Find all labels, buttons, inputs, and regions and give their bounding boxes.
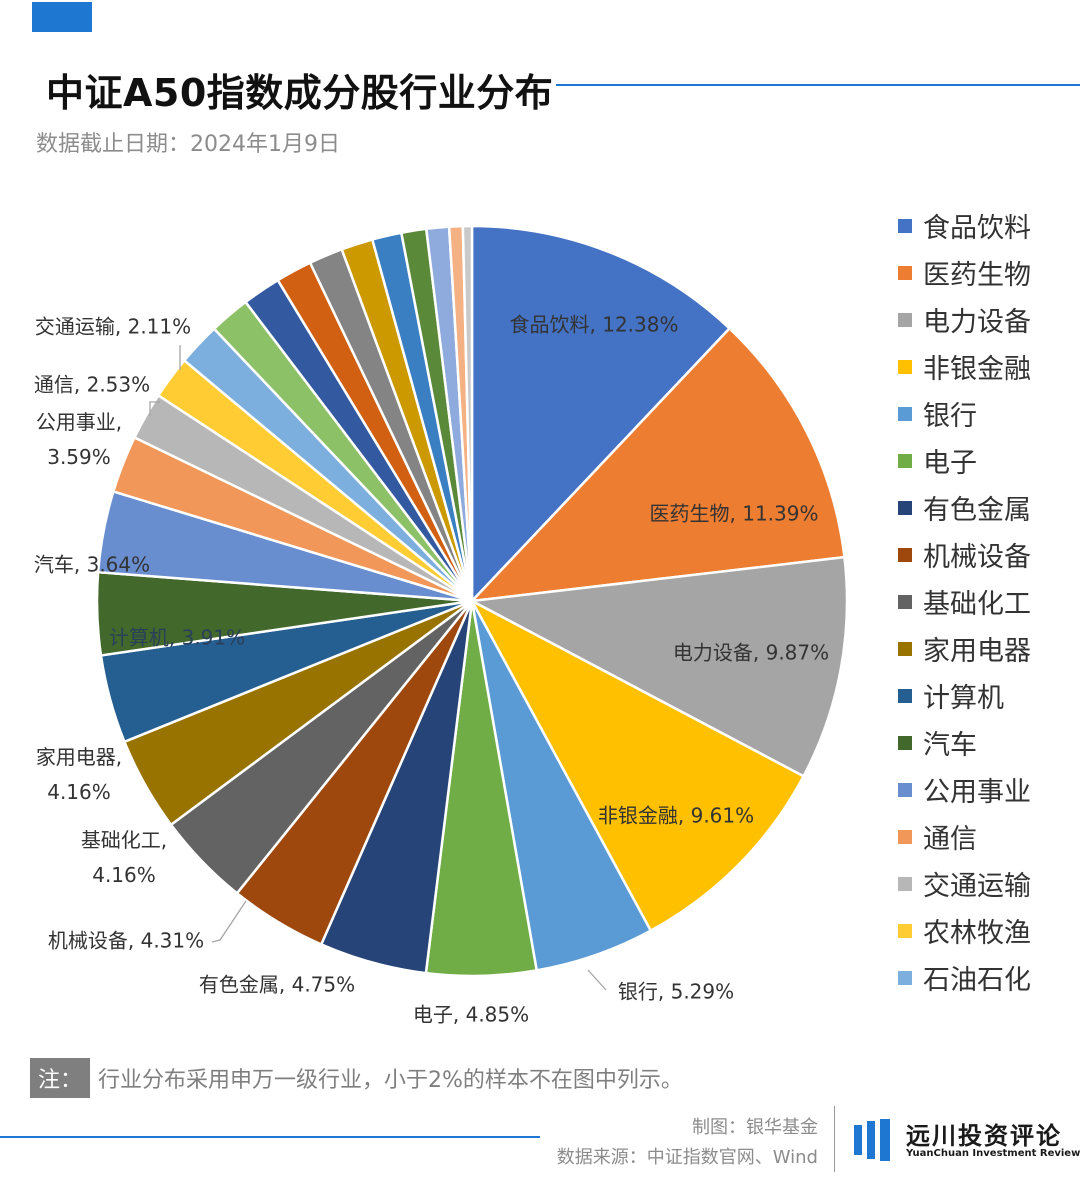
legend-label: 非银金融 bbox=[923, 354, 1031, 385]
footer-divider bbox=[834, 1106, 835, 1172]
legend-label: 汽车 bbox=[923, 730, 977, 761]
leader-line-4 bbox=[587, 969, 607, 991]
leader-line-14 bbox=[179, 345, 181, 370]
legend-item: 汽车 bbox=[898, 719, 1078, 766]
bottom-rule bbox=[0, 1136, 540, 1138]
legend-label: 计算机 bbox=[923, 683, 1004, 714]
legend-label: 医药生物 bbox=[923, 260, 1031, 291]
legend-item: 电力设备 bbox=[898, 296, 1078, 343]
legend-item: 有色金属 bbox=[898, 484, 1078, 531]
legend-swatch bbox=[898, 782, 912, 797]
legend-swatch bbox=[898, 359, 912, 374]
data-label-3: 非银金融, 9.61% bbox=[598, 804, 754, 828]
title-rule bbox=[556, 84, 1080, 86]
slice-1 bbox=[470, 327, 846, 603]
legend-item: 电子 bbox=[898, 437, 1078, 484]
legend-item: 非银金融 bbox=[898, 343, 1078, 390]
legend-label: 家用电器 bbox=[923, 636, 1031, 667]
legend-label: 有色金属 bbox=[923, 495, 1031, 526]
legend-swatch bbox=[898, 453, 912, 468]
legend-swatch bbox=[898, 218, 912, 233]
data-source: 数据来源：中证指数官网、Wind bbox=[556, 1147, 818, 1168]
legend-label: 电力设备 bbox=[923, 307, 1031, 338]
chart-credit: 制图：银华基金 bbox=[692, 1117, 818, 1138]
leader-line-7 bbox=[211, 900, 247, 943]
subtitle-date: 数据截止日期：2024年1月9日 bbox=[36, 132, 340, 157]
legend-label: 公用事业 bbox=[923, 777, 1031, 808]
leader-line-13 bbox=[149, 401, 160, 416]
data-label-0: 食品饮料, 12.38% bbox=[510, 313, 679, 337]
legend-swatch bbox=[898, 735, 912, 750]
legend-swatch bbox=[898, 406, 912, 421]
legend-swatch bbox=[898, 923, 912, 938]
data-label-4: 银行, 5.29% bbox=[618, 980, 734, 1004]
legend-swatch bbox=[898, 547, 912, 562]
footnote: 注： 行业分布采用申万一级行业，小于2%的样本不在图中列示。 bbox=[30, 1058, 683, 1098]
legend-item: 基础化工 bbox=[898, 578, 1078, 625]
data-label-8: 基础化工, 4.16% bbox=[81, 828, 167, 887]
slice-0 bbox=[470, 224, 731, 603]
brand-name-en: YuanChuan Investment Review bbox=[906, 1148, 1080, 1159]
legend-swatch bbox=[898, 265, 912, 280]
brand-logo: 远川投资评论 YuanChuan Investment Review bbox=[854, 1116, 1080, 1166]
legend-label: 机械设备 bbox=[923, 542, 1031, 573]
legend-item: 计算机 bbox=[898, 672, 1078, 719]
legend-label: 基础化工 bbox=[923, 589, 1031, 620]
data-label-14: 交通运输, 2.11% bbox=[35, 315, 191, 339]
legend-label: 交通运输 bbox=[923, 871, 1031, 902]
data-label-2: 电力设备, 9.87% bbox=[673, 641, 829, 665]
legend-item: 农林牧渔 bbox=[898, 907, 1078, 954]
legend-item: 食品饮料 bbox=[898, 202, 1078, 249]
legend-label: 银行 bbox=[923, 401, 977, 432]
legend-label: 电子 bbox=[923, 448, 977, 479]
legend: 食品饮料医药生物电力设备非银金融银行电子有色金属机械设备基础化工家用电器计算机汽… bbox=[898, 202, 1078, 1001]
data-label-5: 电子, 4.85% bbox=[413, 1003, 529, 1027]
legend-swatch bbox=[898, 970, 912, 985]
slice-2 bbox=[470, 555, 849, 778]
legend-swatch bbox=[898, 312, 912, 327]
legend-item: 交通运输 bbox=[898, 860, 1078, 907]
legend-item: 家用电器 bbox=[898, 625, 1078, 672]
legend-swatch bbox=[898, 829, 912, 844]
data-label-1: 医药生物, 11.39% bbox=[650, 502, 819, 526]
legend-item: 医药生物 bbox=[898, 249, 1078, 296]
legend-swatch bbox=[898, 876, 912, 891]
legend-label: 食品饮料 bbox=[923, 213, 1031, 244]
brand-name-cn: 远川投资评论 bbox=[906, 1122, 1062, 1150]
legend-label: 石油石化 bbox=[923, 965, 1031, 996]
legend-swatch bbox=[898, 500, 912, 515]
legend-swatch bbox=[898, 641, 912, 656]
pie-slices bbox=[95, 224, 849, 978]
slice-26 bbox=[461, 224, 474, 603]
legend-item: 公用事业 bbox=[898, 766, 1078, 813]
legend-item: 机械设备 bbox=[898, 531, 1078, 578]
note-text: 行业分布采用申万一级行业，小于2%的样本不在图中列示。 bbox=[98, 1068, 683, 1093]
data-label-9: 家用电器, 4.16% bbox=[36, 745, 122, 804]
note-tag: 注： bbox=[30, 1058, 91, 1098]
legend-swatch bbox=[898, 594, 912, 609]
top-accent-bar bbox=[32, 2, 92, 32]
legend-item: 通信 bbox=[898, 813, 1078, 860]
data-label-7: 机械设备, 4.31% bbox=[48, 929, 204, 953]
legend-swatch bbox=[898, 688, 912, 703]
data-label-12: 公用事业, 3.59% bbox=[36, 410, 122, 469]
data-label-6: 有色金属, 4.75% bbox=[199, 973, 355, 997]
legend-label: 农林牧渔 bbox=[923, 918, 1031, 949]
data-label-11: 汽车, 3.64% bbox=[34, 553, 150, 577]
data-labels: 食品饮料, 12.38% 医药生物, 11.39% 电力设备, 9.87% 非银金融,… bbox=[34, 313, 829, 1027]
legend-label: 通信 bbox=[923, 824, 977, 855]
label-leader-lines bbox=[149, 345, 607, 991]
legend-item: 银行 bbox=[898, 390, 1078, 437]
legend-item: 石油石化 bbox=[898, 954, 1078, 1001]
slice-3 bbox=[470, 599, 805, 932]
page-title: 中证A50指数成分股行业分布 bbox=[46, 71, 554, 115]
brand-mark-icon bbox=[854, 1119, 890, 1161]
data-label-13: 通信, 2.53% bbox=[34, 373, 150, 397]
data-label-10: 计算机, 3.91% bbox=[109, 626, 245, 650]
